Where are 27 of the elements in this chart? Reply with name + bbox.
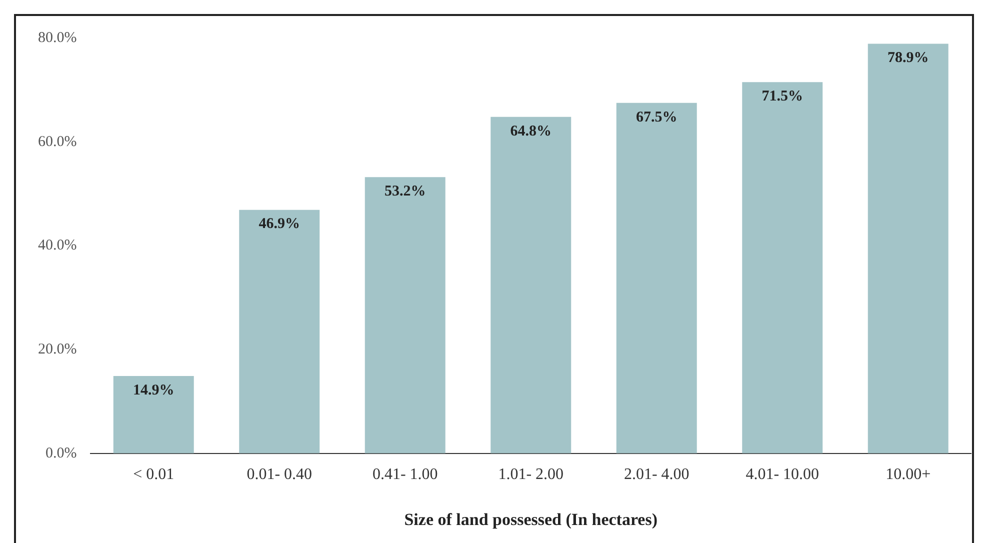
x-tick-label: < 0.01 — [133, 466, 174, 484]
bar — [364, 177, 446, 454]
x-tick-label: 4.01- 10.00 — [746, 466, 820, 484]
x-tick-label: 2.01- 4.00 — [624, 466, 690, 484]
data-label: 78.9% — [888, 50, 929, 66]
y-tick-label: 0.0% — [45, 445, 77, 462]
y-tick-label: 60.0% — [38, 134, 77, 150]
bar — [616, 102, 697, 454]
y-tick-label: 40.0% — [38, 238, 77, 254]
y-tick-label: 80.0% — [38, 30, 77, 46]
bar — [239, 210, 320, 454]
data-label: 64.8% — [510, 123, 552, 140]
x-tick-label: 10.00+ — [886, 466, 931, 484]
bar — [490, 116, 572, 454]
data-label: 71.5% — [762, 88, 803, 105]
x-axis-title: Size of land possessed (In hectares) — [404, 510, 658, 530]
bar — [113, 376, 194, 454]
bar — [742, 82, 823, 454]
x-tick-label: 1.01- 2.00 — [498, 466, 564, 484]
data-label: 46.9% — [258, 216, 300, 232]
x-tick-label: 0.01- 0.40 — [246, 466, 312, 484]
data-label: 67.5% — [636, 109, 678, 126]
bar — [868, 44, 948, 454]
x-tick-label: 0.41- 1.00 — [372, 466, 438, 484]
data-label: 14.9% — [132, 382, 174, 398]
data-label: 53.2% — [384, 184, 426, 200]
y-tick-label: 20.0% — [38, 341, 77, 358]
